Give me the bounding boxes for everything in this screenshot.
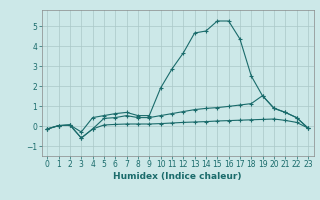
X-axis label: Humidex (Indice chaleur): Humidex (Indice chaleur) bbox=[113, 172, 242, 181]
